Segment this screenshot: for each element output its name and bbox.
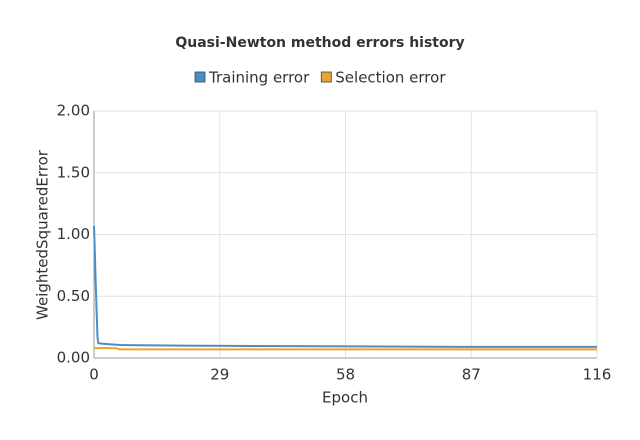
x-tick-label: 116 xyxy=(583,366,612,384)
x-axis-label: Epoch xyxy=(322,389,368,407)
y-tick-label: 0.00 xyxy=(57,349,90,367)
legend-label: Training error xyxy=(208,69,310,87)
legend-swatch xyxy=(320,71,332,83)
y-tick-label: 2.00 xyxy=(57,102,90,120)
y-tick-label: 0.50 xyxy=(57,287,90,305)
legend-label: Selection error xyxy=(335,69,446,87)
y-axis-label: WeightedSquaredError xyxy=(34,149,52,320)
x-tick-label: 0 xyxy=(89,366,99,384)
series-line xyxy=(93,225,597,348)
y-tick-label: 1.00 xyxy=(57,225,90,243)
chart-title: Quasi-Newton method errors history xyxy=(175,35,464,51)
y-tick-label: 1.50 xyxy=(57,163,90,181)
series-line xyxy=(94,347,597,351)
x-tick-label: 58 xyxy=(336,366,355,384)
x-tick-label: 87 xyxy=(462,366,481,384)
legend-swatch xyxy=(194,71,206,83)
x-tick-label: 29 xyxy=(210,366,229,384)
